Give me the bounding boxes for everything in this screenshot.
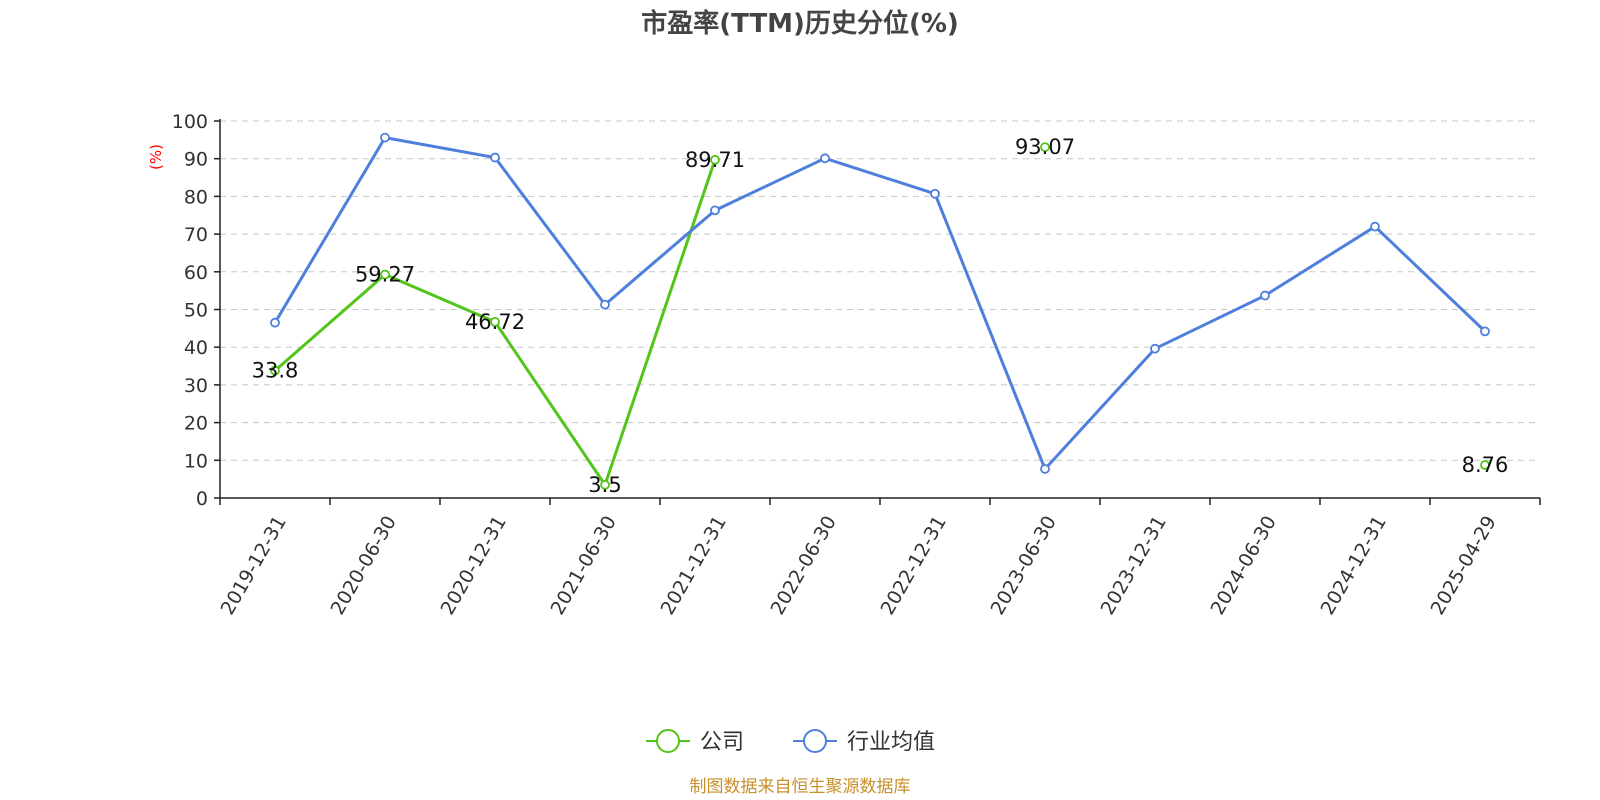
data-point [380, 132, 390, 143]
data-point [490, 316, 500, 327]
chart-title: 市盈率(TTM)历史分位(%) [641, 8, 959, 39]
legend: 公司 行业均值 [646, 729, 935, 755]
data-point [270, 365, 280, 376]
x-tick-label: 2019-12-31 [217, 512, 291, 619]
data-label: 46.72 [465, 310, 525, 334]
grid-lines [220, 120, 1540, 461]
y-axis-label: (%) [147, 144, 165, 170]
x-tick-label: 2023-12-31 [1097, 512, 1171, 619]
data-point [1260, 290, 1270, 301]
axes: 0 10 20 30 40 50 60 70 80 90 100 2019-12-31 2020-06-… [172, 111, 1541, 619]
y-tick-label: 70 [184, 224, 208, 246]
data-point [380, 269, 390, 280]
y-tick-label: 30 [184, 375, 208, 397]
legend-marker [656, 729, 680, 753]
y-tick-label: 20 [184, 413, 208, 435]
y-tick-label: 60 [184, 262, 208, 284]
x-tick-label: 2021-06-30 [547, 512, 621, 619]
x-tick-label: 2022-06-30 [767, 512, 841, 619]
x-tick-label: 2020-12-31 [437, 512, 511, 619]
data-label: 59.27 [355, 263, 415, 287]
x-tick-label: 2023-06-30 [987, 512, 1061, 619]
source-note: 制图数据来自恒生聚源数据库 [690, 777, 911, 797]
data-point [270, 317, 280, 328]
legend-label: 公司 [700, 730, 744, 755]
legend-item: 行业均值 [793, 729, 935, 755]
data-label: 3.5 [588, 473, 621, 497]
x-tick-label: 2022-12-31 [877, 512, 951, 619]
series-lines [270, 132, 1490, 490]
data-point [710, 154, 720, 165]
data-label: 93.07 [1015, 135, 1075, 159]
x-tick-label: 2025-04-29 [1427, 512, 1501, 619]
data-labels: 33.8 59.27 46.72 3.5 89.71 93.07 8.76 [252, 135, 1509, 497]
legend-item: 公司 [646, 729, 744, 755]
y-tick-label: 40 [184, 337, 208, 359]
data-point [1040, 142, 1050, 153]
data-label: 89.71 [685, 148, 745, 172]
data-point [1480, 460, 1490, 470]
data-point [1480, 326, 1490, 337]
y-tick-label: 50 [184, 300, 208, 322]
legend-label: 行业均值 [847, 730, 935, 755]
data-point [1370, 221, 1380, 232]
x-tick-label: 2020-06-30 [327, 512, 401, 619]
data-point [820, 153, 830, 164]
x-tick-label: 2024-12-31 [1317, 512, 1391, 619]
y-tick-label: 80 [184, 186, 208, 208]
data-point [1040, 464, 1050, 474]
data-point [1150, 343, 1160, 354]
data-point [930, 188, 940, 199]
data-label: 33.8 [252, 359, 299, 383]
y-tick-label: 0 [196, 488, 208, 510]
data-point [710, 205, 720, 216]
data-point [600, 479, 610, 490]
legend-marker [803, 729, 827, 753]
data-point [490, 152, 500, 163]
x-tick-label: 2021-12-31 [657, 512, 731, 619]
data-label: 8.76 [1462, 453, 1509, 477]
y-tick-label: 10 [184, 450, 208, 472]
y-tick-label: 100 [172, 111, 208, 133]
x-tick-label: 2024-06-30 [1207, 512, 1281, 619]
series-line-1 [273, 136, 1487, 471]
y-tick-label: 90 [184, 149, 208, 171]
data-point [600, 299, 610, 310]
